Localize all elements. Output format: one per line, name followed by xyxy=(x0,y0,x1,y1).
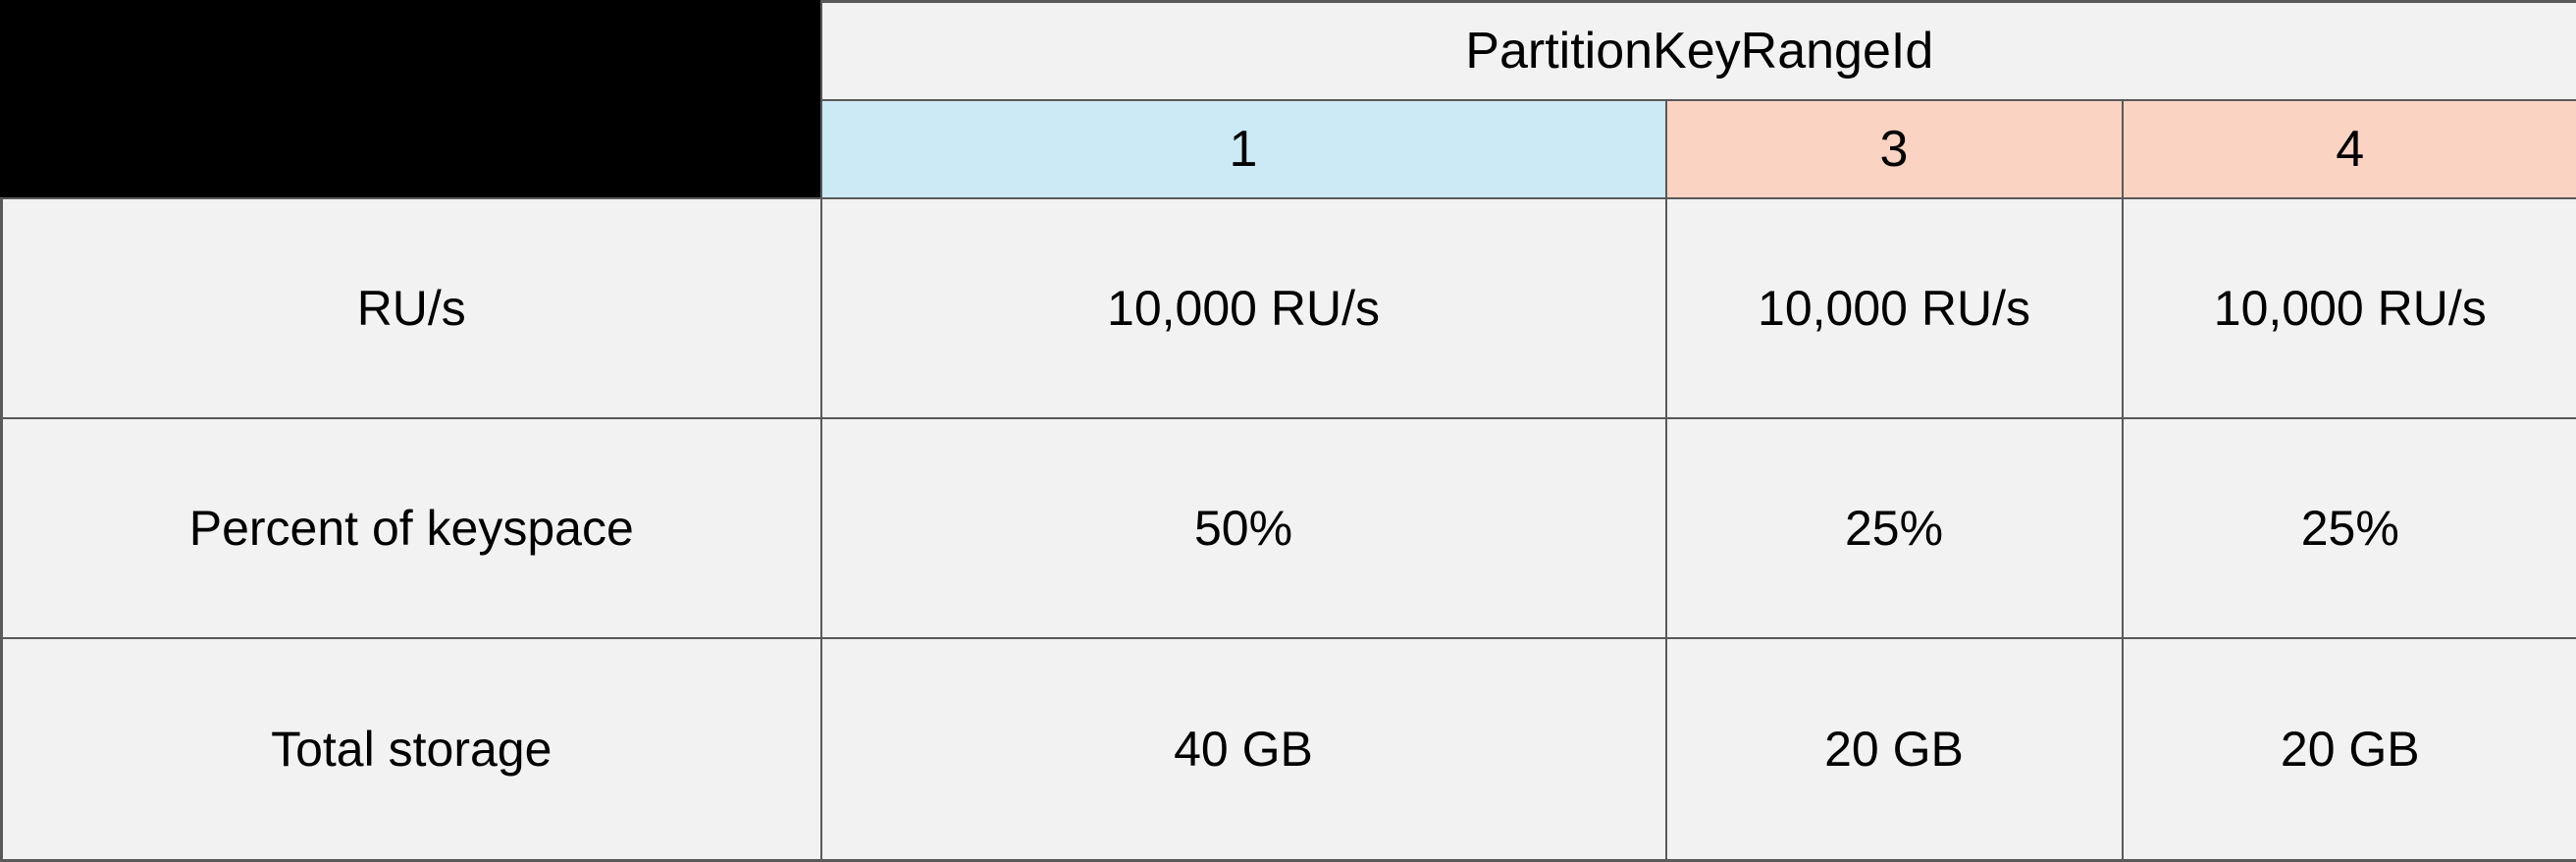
table-row: RU/s 10,000 RU/s 10,000 RU/s 10,000 RU/s xyxy=(2,198,2576,418)
cell-storage-p1: 40 GB xyxy=(821,638,1666,860)
row-label-storage: Total storage xyxy=(2,638,821,860)
header-row-title: PartitionKeyRangeId xyxy=(2,2,2576,100)
table-row: Total storage 40 GB 20 GB 20 GB xyxy=(2,638,2576,860)
partition-header-1: 1 xyxy=(821,100,1666,198)
partition-header-title: PartitionKeyRangeId xyxy=(821,2,2576,100)
cell-rus-p1: 10,000 RU/s xyxy=(821,198,1666,418)
cell-rus-p4: 10,000 RU/s xyxy=(2123,198,2576,418)
cell-keyspace-p1: 50% xyxy=(821,418,1666,638)
partition-table: PartitionKeyRangeId 1 3 4 RU/s 10,000 RU… xyxy=(0,0,2576,862)
partition-header-3: 3 xyxy=(1666,100,2123,198)
table-row: Percent of keyspace 50% 25% 25% xyxy=(2,418,2576,638)
cell-storage-p3: 20 GB xyxy=(1666,638,2123,860)
row-label-keyspace: Percent of keyspace xyxy=(2,418,821,638)
cell-storage-p4: 20 GB xyxy=(2123,638,2576,860)
blank-corner xyxy=(2,2,821,198)
cell-keyspace-p4: 25% xyxy=(2123,418,2576,638)
row-label-rus: RU/s xyxy=(2,198,821,418)
cell-keyspace-p3: 25% xyxy=(1666,418,2123,638)
cell-rus-p3: 10,000 RU/s xyxy=(1666,198,2123,418)
partition-header-4: 4 xyxy=(2123,100,2576,198)
partition-table-container: PartitionKeyRangeId 1 3 4 RU/s 10,000 RU… xyxy=(0,0,2576,862)
